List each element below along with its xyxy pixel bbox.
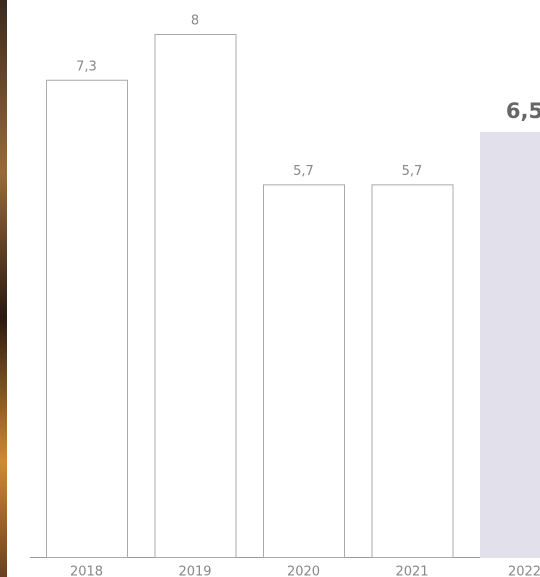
value-label: 7,3 [76,59,97,74]
bar [154,34,237,558]
x-tick-label: 2018 [70,565,103,577]
bar [480,132,540,558]
photo-edge [0,0,7,577]
bar [46,79,128,558]
value-label: 8 [191,14,199,29]
bar [263,184,345,559]
value-label: 6,5 [506,99,540,123]
bar [371,184,454,559]
x-tick-label: 2022 [508,565,540,577]
x-tick-label: 2021 [395,565,428,577]
value-label: 5,7 [402,164,423,179]
x-tick-label: 2019 [178,565,211,577]
x-tick-label: 2020 [287,565,320,577]
value-label: 5,7 [293,164,314,179]
